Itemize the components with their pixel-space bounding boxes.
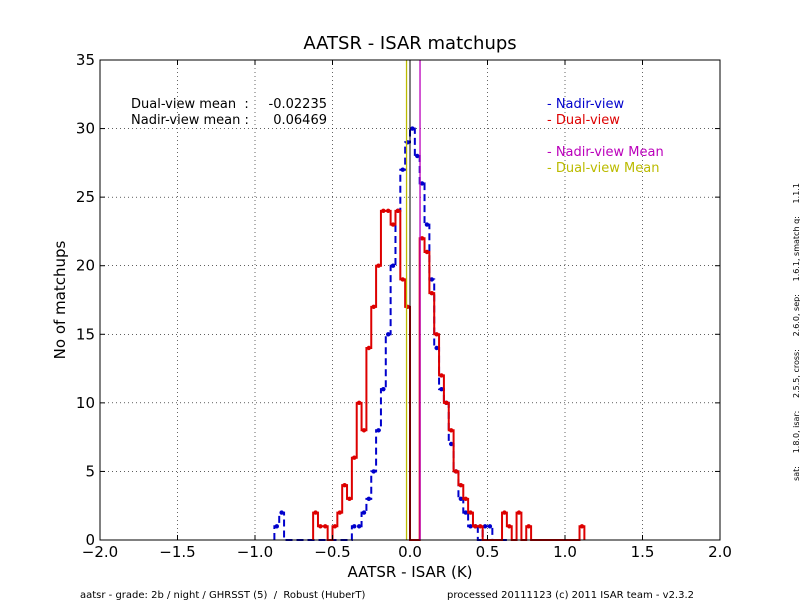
dual-view-step-line xyxy=(312,209,586,541)
legend-dual-mean: - Dual-view Mean xyxy=(547,161,659,176)
stat-nadir-label: Nadir-view mean : xyxy=(131,113,249,128)
nadir-view-point xyxy=(274,524,279,529)
nadir-view-point xyxy=(482,524,488,529)
dual-view-point xyxy=(502,510,507,515)
nadir-view-point xyxy=(400,167,405,172)
dual-view-point xyxy=(453,469,459,474)
nadir-view-point xyxy=(439,386,444,392)
nadir-view-point xyxy=(352,524,357,529)
nadir-view-point xyxy=(429,277,434,282)
dual-view-point xyxy=(419,236,425,241)
dual-view-point xyxy=(376,263,381,268)
dual-view-point xyxy=(366,345,372,351)
dual-view-point xyxy=(337,510,342,515)
dual-view-point xyxy=(371,304,376,310)
dual-view-point xyxy=(313,510,318,515)
dual-view-point xyxy=(424,249,430,255)
dual-view-point xyxy=(579,524,585,529)
y-tick-label: 5 xyxy=(85,462,95,480)
dual-view-point xyxy=(361,428,367,433)
x-tick-label: −1.5 xyxy=(159,543,195,561)
nadir-view-point xyxy=(424,222,430,227)
y-tick-label: 15 xyxy=(76,325,95,343)
dual-view-point xyxy=(332,524,338,529)
nadir-view-point xyxy=(458,496,464,502)
y-tick-label: 20 xyxy=(76,257,95,275)
chart-title: AATSR - ISAR matchups xyxy=(303,33,516,54)
dual-view-point xyxy=(458,482,464,488)
dual-view-point xyxy=(352,455,357,460)
series-layer xyxy=(273,126,586,541)
dual-view-point xyxy=(395,208,401,214)
dual-view-point xyxy=(429,290,434,296)
dual-view-point xyxy=(390,222,396,227)
nadir-view-point xyxy=(463,510,468,515)
mean-lines xyxy=(405,60,421,540)
dual-view-point xyxy=(356,400,362,406)
dual-view-point xyxy=(526,524,531,529)
x-axis-label: AATSR - ISAR (K) xyxy=(347,563,472,581)
nadir-view-point xyxy=(468,524,473,529)
nadir-view-point xyxy=(434,345,439,351)
dual-view-point xyxy=(448,428,454,433)
dual-view-point xyxy=(342,482,347,488)
x-tick-label: 2.0 xyxy=(708,543,732,561)
nadir-view-point xyxy=(279,510,284,515)
dual-view-point xyxy=(439,373,444,378)
y-tick-label: 25 xyxy=(76,188,95,206)
dual-view-point xyxy=(516,510,522,515)
axis-ticks: −2.0 −1.5 −1.0 −0.5 0.0 0.5 1.0 1.5 2.0 0 5 10 15 20 2… xyxy=(76,51,732,561)
stat-dual-value: -0.02235 xyxy=(269,97,327,112)
nadir-view-point xyxy=(361,510,367,515)
dual-view-point xyxy=(507,524,512,529)
x-tick-label: 1.5 xyxy=(631,543,655,561)
nadir-view-point xyxy=(419,181,425,186)
dual-view-point xyxy=(386,208,391,214)
legend-dual-view: - Dual-view xyxy=(547,113,620,128)
x-tick-label: 0.5 xyxy=(476,543,500,561)
dual-view-point xyxy=(468,510,473,515)
x-tick-label: −1.0 xyxy=(237,543,273,561)
nadir-view-point xyxy=(390,263,396,268)
y-tick-label: 30 xyxy=(76,120,95,138)
nadir-view-point xyxy=(410,126,415,131)
x-tick-label: −2.0 xyxy=(82,543,118,561)
nadir-view-point xyxy=(381,386,386,392)
y-tick-label: 10 xyxy=(76,394,95,412)
dual-view-point xyxy=(444,400,449,406)
footer-right: processed 20111123 (c) 2011 ISAR team - … xyxy=(447,590,694,600)
nadir-view-point xyxy=(386,332,391,337)
dual-view-point xyxy=(400,277,405,282)
nadir-view-point xyxy=(376,428,381,433)
nadir-view-point xyxy=(487,524,493,529)
y-tick-label: 35 xyxy=(76,51,95,69)
dual-view-point xyxy=(478,524,483,529)
nadir-view-point xyxy=(366,496,372,502)
legend-nadir-view: - Nadir-view xyxy=(547,97,625,112)
legend-nadir-mean: - Nadir-view Mean xyxy=(547,145,664,160)
x-tick-label: −0.5 xyxy=(314,543,350,561)
x-tick-label: 0.0 xyxy=(398,543,422,561)
nadir-view-point xyxy=(415,153,420,159)
version-side-note: sat: 1.8.0, isar: 2.5.5, cross: 2.6.0, s… xyxy=(792,183,800,481)
dual-view-point xyxy=(463,496,468,502)
stat-nadir-value: 0.06469 xyxy=(273,113,327,128)
nadir-view-point xyxy=(448,441,454,447)
x-tick-label: 1.0 xyxy=(553,543,577,561)
dual-view-point xyxy=(434,332,439,337)
stat-dual-label: Dual-view mean : xyxy=(131,97,249,112)
dual-view-point xyxy=(473,524,478,529)
dual-view-point xyxy=(323,524,328,529)
nadir-view-point xyxy=(371,469,376,474)
footer-left: aatsr - grade: 2b / night / GHRSST (5) /… xyxy=(80,590,366,600)
dual-view-point xyxy=(318,524,323,529)
nadir-view-point xyxy=(356,524,362,529)
y-axis-label: No of matchups xyxy=(51,240,69,359)
y-tick-label: 0 xyxy=(85,531,95,549)
dual-view-point xyxy=(347,496,352,502)
dual-view-point xyxy=(381,208,386,214)
